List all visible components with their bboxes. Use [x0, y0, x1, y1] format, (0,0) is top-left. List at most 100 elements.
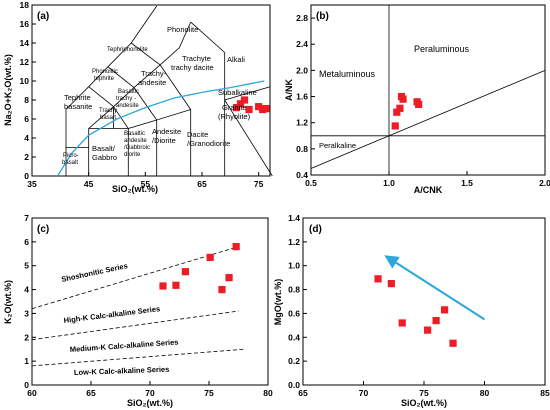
tas-boundary-line	[130, 42, 161, 66]
acnk-x-axis-label: A/CNK	[414, 185, 443, 195]
field-label-rhyolite-line: (Rhyolite)	[218, 112, 251, 121]
tas-boundary-line	[128, 119, 157, 129]
tas-boundary-line	[88, 86, 114, 108]
mgo-x-tick-label: 75	[419, 388, 429, 398]
field-label-andesite-line: Andesite	[152, 127, 181, 136]
mgo-sample-point	[424, 326, 432, 334]
tas-y-tick-label: 8	[24, 95, 29, 105]
mgo-plot-frame	[302, 217, 546, 386]
acnk-sample-point	[415, 100, 423, 108]
field-label-alkali: Alkali	[227, 55, 245, 64]
field-label-trachydacite-line: trachy dacite	[171, 63, 214, 72]
acnk-y-tick-label: 1.6	[296, 92, 308, 102]
mgo-sample-point	[432, 316, 440, 325]
field-label-subalkaline: Subalkaline	[218, 88, 257, 97]
tas-sample-point	[245, 105, 253, 114]
medium-k-low-k-boundary	[31, 348, 245, 367]
field-label-trachy-basalt-line1: Trachy	[99, 108, 117, 114]
tas-x-axis-label: SiO₂(wt.%)	[112, 184, 158, 194]
panel-label-d: (d)	[309, 224, 322, 235]
acnk-y-axis-label: A/NK	[284, 79, 294, 101]
k2o-sample-point	[181, 268, 189, 276]
tas-y-tick-label: 18	[20, 0, 30, 10]
acnk-y-tick-label: 0.8	[296, 144, 308, 154]
k2o-sio2-panel: 60 65 70 75 80 0 1 2 3 4 5 6 7 (c) Shoshonitic Serie…	[3, 213, 273, 408]
acnk-y-tick-label: 2.8	[296, 13, 308, 23]
acnk-y-tick-label: 1.2	[296, 118, 308, 128]
mgo-y-tick-label: 0.8	[288, 285, 300, 295]
panel-label-b: (b)	[316, 11, 329, 22]
tas-sample-point	[232, 104, 241, 112]
high-k-medium-k-boundary	[31, 310, 239, 341]
field-label-tephrite-basanite: Tephrite basanite	[64, 93, 93, 111]
k2o-y-axis-label: K₂O(wt.%)	[3, 280, 13, 324]
mgo-sample-point	[374, 275, 382, 283]
acnk-boundary-diagonal	[310, 70, 546, 169]
tas-y-tick-label: 16	[20, 19, 30, 29]
k2o-sample-point	[218, 285, 226, 294]
tas-plot-frame	[31, 4, 271, 177]
field-label-gabbro-line: Gabbro	[92, 153, 117, 162]
acnk-sample-point	[393, 108, 401, 116]
field-label-granite-rhyolite: Granite (Rhyolite)	[218, 103, 251, 121]
panel-label-c: (c)	[37, 224, 49, 235]
field-label-phonolitic-tephrite-line1: Phonolitic	[92, 69, 118, 75]
series-label-high-k: High-K Calc-alkaline Series	[63, 304, 160, 325]
mgo-trend-arrow	[384, 255, 486, 321]
k2o-x-tick-label: 60	[27, 388, 37, 398]
tas-field-boundaries	[65, 5, 273, 177]
field-label-basaltic-trachyandesite-line1: Basaltic	[118, 89, 139, 95]
field-label-basaltic-trachyandesite-line2: trachy -	[116, 96, 136, 102]
tas-sample-point	[255, 103, 263, 111]
acnk-axis-ticks: 0.5 1.0 1.5 2.0 0.4 0.8 1.2 1.6 2.0 2.4 2.8	[296, 13, 550, 188]
series-label-low-k: Low-K Calc-alkaline Series	[74, 365, 170, 377]
mgo-sample-point	[449, 339, 457, 347]
tas-y-tick-label: 6	[24, 114, 29, 124]
tas-x-tick-label: 35	[27, 179, 37, 189]
field-label-tephrite-line: Tephrite	[64, 93, 91, 102]
field-label-phonolitic-tephrite: Phonolitic tephrite	[92, 69, 120, 82]
acnk-ank-panel: 0.5 1.0 1.5 2.0 0.4 0.8 1.2 1.6 2.0 2.4 2.8 (b) Pe…	[284, 4, 550, 195]
mgo-y-tick-label: 0.2	[288, 356, 300, 366]
k2o-y-tick-label: 5	[24, 261, 29, 271]
region-label-peralkaline: Peralkaline	[319, 141, 356, 150]
mgo-sample-points	[374, 275, 457, 347]
region-label-peraluminous: Peraluminous	[414, 44, 470, 54]
tas-boundary-line	[88, 128, 129, 176]
field-label-basaltic-andesite-line1: Basaltic	[124, 131, 145, 137]
tas-boundary-line	[224, 86, 271, 101]
k2o-sample-point	[232, 243, 240, 251]
mgo-x-tick-label: 80	[480, 388, 490, 398]
k2o-y-tick-label: 2	[24, 332, 29, 342]
shoshonitic-high-k-boundary	[31, 246, 239, 310]
k2o-series-boundaries	[31, 246, 245, 367]
field-label-basaltic-trachyandesite-line3: andesite	[116, 103, 139, 109]
tas-sample-point	[262, 104, 270, 113]
k2o-y-tick-label: 6	[24, 237, 29, 247]
mgo-x-tick-label: 85	[540, 388, 550, 398]
field-label-andesite-diorite: Andesite /Diorite	[152, 127, 183, 145]
tas-boundary-line	[107, 66, 135, 88]
mgo-sample-point	[387, 280, 395, 288]
k2o-x-tick-label: 65	[86, 388, 96, 398]
acnk-x-tick-label: 2.0	[539, 178, 550, 188]
k2o-sample-point	[225, 274, 233, 282]
tas-boundary-line	[156, 108, 192, 176]
k2o-y-tick-label: 0	[24, 380, 29, 390]
tas-boundary-line	[159, 64, 192, 110]
acnk-y-tick-label: 2.4	[296, 39, 308, 49]
field-label-dacite-line: Dacite	[187, 130, 208, 139]
k2o-sample-point	[206, 253, 214, 261]
mgo-y-tick-label: 1.0	[288, 261, 300, 271]
mgo-sio2-panel: 65 70 75 80 85 0.0 0.2 0.4 0.6 0.8 1.0 1.2 1.4 (d) S…	[273, 213, 550, 408]
field-label-basalt-line: Basalt/	[92, 144, 116, 153]
field-label-granodiorite-line: /Granodiorite	[187, 139, 230, 148]
region-label-metaluminous: Metaluminous	[319, 69, 376, 79]
field-label-trachy-basalt: Trachy basalt	[99, 108, 119, 121]
mgo-x-tick-label: 70	[359, 388, 369, 398]
k2o-axis-ticks: 60 65 70 75 80 0 1 2 3 4 5 6 7	[24, 213, 273, 398]
field-label-tephriphonolite: Tephriphonolite	[107, 47, 148, 53]
tas-boundary-line	[65, 5, 158, 148]
